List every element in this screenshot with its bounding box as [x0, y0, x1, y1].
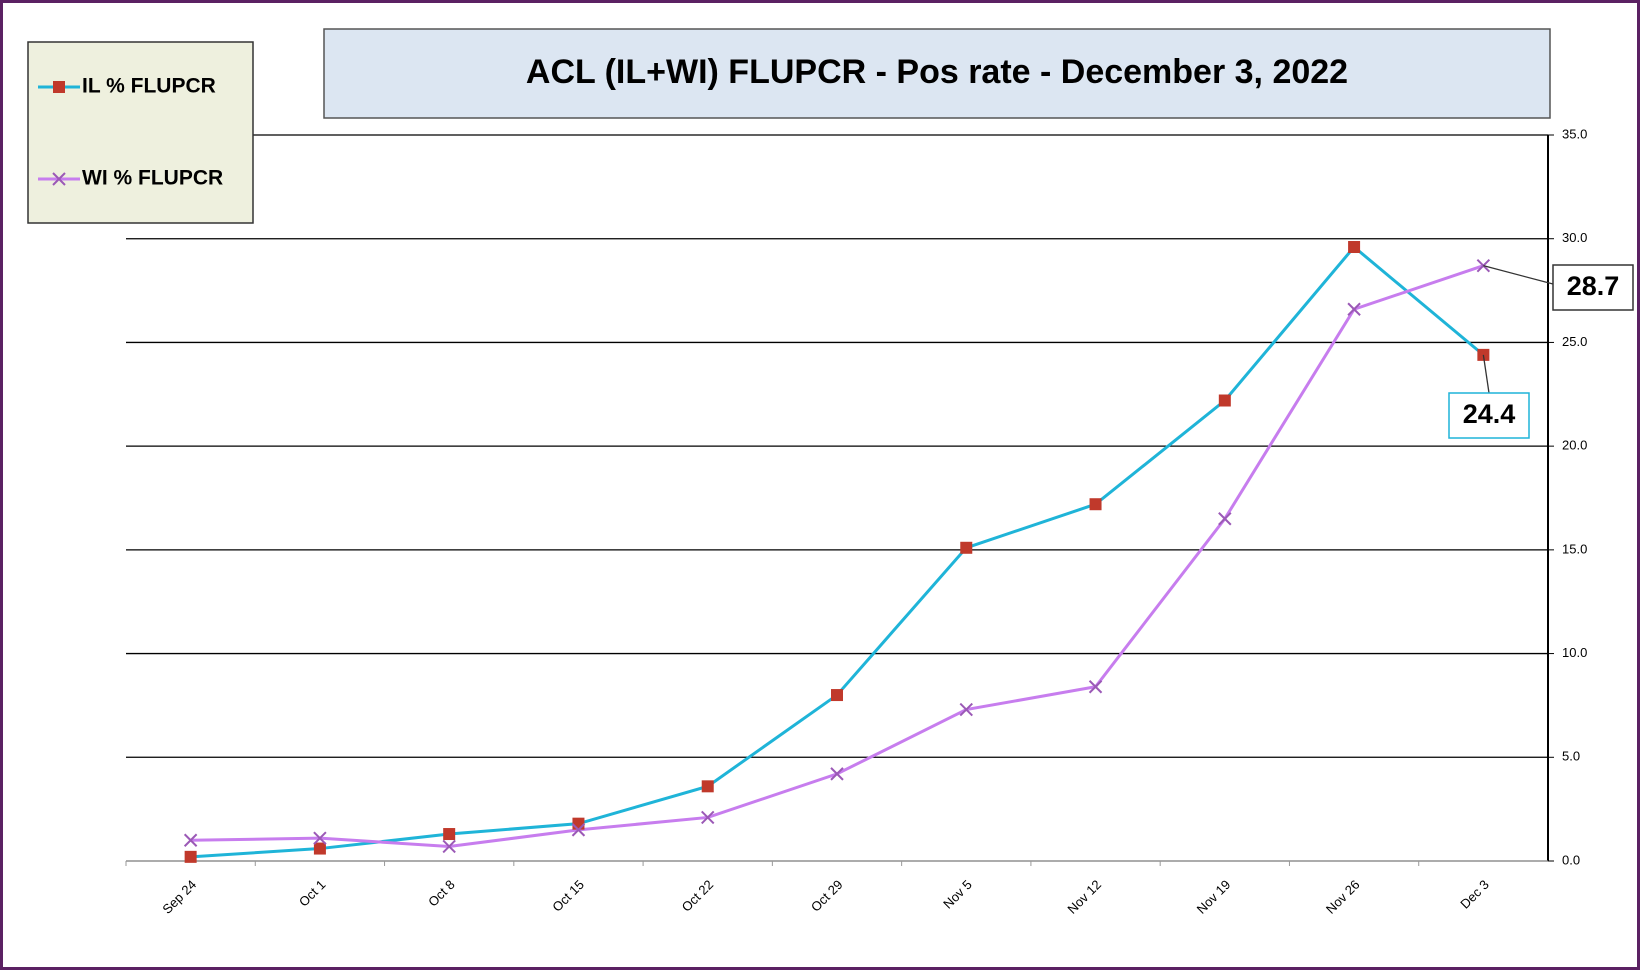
y-tick-label: 20.0	[1562, 438, 1587, 453]
y-tick-label: 30.0	[1562, 230, 1587, 245]
data-point	[960, 541, 973, 554]
y-tick-label: 10.0	[1562, 645, 1587, 660]
data-point	[183, 833, 198, 847]
value-label: 24.4	[1463, 399, 1516, 429]
data-point	[443, 828, 456, 841]
data-point	[1088, 680, 1103, 694]
legend	[27, 41, 254, 224]
data-point	[1218, 394, 1231, 407]
y-tick-label: 35.0	[1562, 126, 1587, 141]
data-point	[959, 702, 973, 717]
data-point	[442, 839, 456, 854]
data-point	[1089, 498, 1102, 511]
leader-line	[1483, 265, 1554, 285]
y-tick-label: 25.0	[1562, 334, 1587, 349]
data-point	[571, 823, 586, 837]
legend-marker	[52, 172, 66, 186]
data-point	[1348, 241, 1361, 254]
value-label-box	[1552, 264, 1634, 311]
data-point	[1218, 512, 1232, 526]
legend-label: IL % FLUPCR	[82, 75, 216, 98]
data-point	[1347, 302, 1361, 316]
data-point	[313, 831, 327, 845]
value-label: 28.7	[1567, 271, 1620, 301]
value-label-box	[1448, 392, 1530, 439]
data-point	[313, 842, 326, 855]
legend-label: WI % FLUPCR	[82, 167, 223, 190]
title-box	[323, 28, 1551, 119]
data-point	[701, 810, 715, 825]
y-tick-label: 5.0	[1562, 749, 1580, 764]
leader-line	[1482, 354, 1490, 394]
y-tick-label: 0.0	[1562, 852, 1580, 867]
data-point	[572, 817, 585, 830]
data-point	[831, 689, 843, 702]
legend-marker	[53, 81, 65, 93]
data-point	[1476, 258, 1491, 273]
chart-title: ACL (IL+WI) FLUPCR - Pos rate - December…	[526, 53, 1348, 91]
data-point	[830, 767, 844, 781]
y-tick-label: 15.0	[1562, 541, 1587, 556]
data-point	[701, 780, 714, 793]
data-point	[184, 850, 197, 863]
